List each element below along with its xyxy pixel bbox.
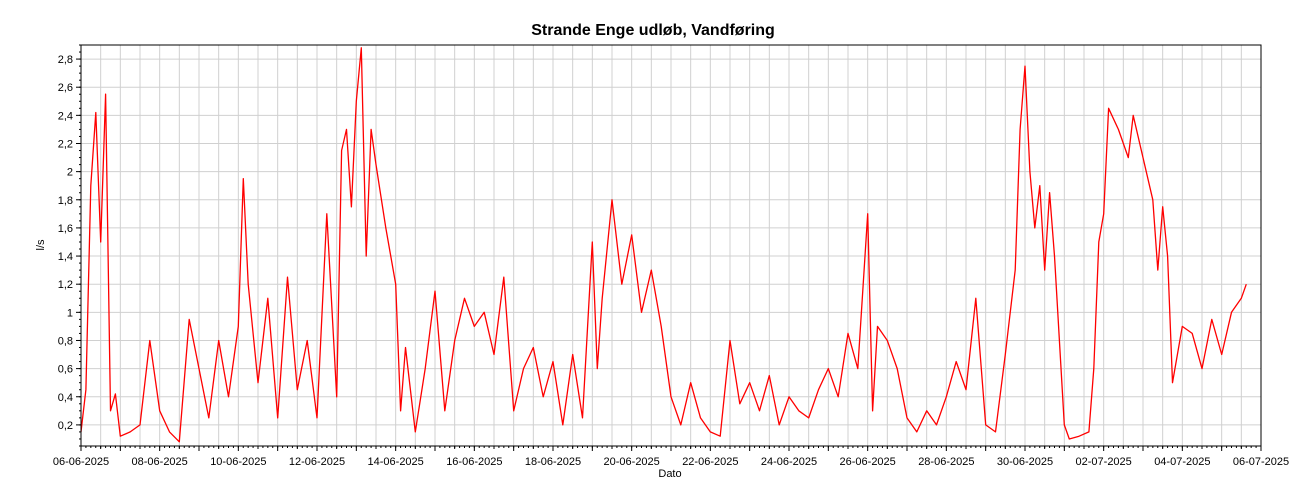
x-tick-label: 02-07-2025 — [1076, 456, 1132, 468]
y-tick-label: 0,2 — [58, 420, 73, 432]
x-tick-label: 10-06-2025 — [210, 456, 266, 468]
y-tick-label: 2,4 — [58, 110, 73, 122]
ticks: 0,2 0,4 0,6 0,8 1 1,2 1,4 1,6 1,8 2 2,2 2,4 2,6 2,8 06… — [53, 44, 1289, 468]
series-line — [80, 47, 1247, 443]
x-tick-label: 08-06-2025 — [132, 456, 188, 468]
x-tick-label: 24-06-2025 — [761, 456, 817, 468]
y-tick-label: 0,4 — [58, 392, 73, 404]
x-tick-label: 30-06-2025 — [997, 456, 1053, 468]
x-tick-label: 18-06-2025 — [525, 456, 581, 468]
y-tick-label: 2 — [67, 167, 73, 179]
x-tick-label: 06-07-2025 — [1233, 456, 1289, 468]
plot-frame — [80, 44, 1262, 447]
y-tick-label: 0,6 — [58, 364, 73, 376]
y-tick-label: 2,6 — [58, 82, 73, 94]
series-layer — [80, 47, 1247, 443]
y-tick-label: 1,2 — [58, 279, 73, 291]
x-tick-label: 14-06-2025 — [368, 456, 424, 468]
y-tick-label: 1,8 — [58, 195, 73, 207]
x-tick-label: 16-06-2025 — [446, 456, 502, 468]
x-tick-label: 06-06-2025 — [53, 456, 109, 468]
y-tick-label: 1 — [67, 307, 73, 319]
y-tick-label: 2,8 — [58, 54, 73, 66]
x-axis-label: Dato — [658, 468, 681, 480]
x-tick-label: 12-06-2025 — [289, 456, 345, 468]
y-tick-label: 2,2 — [58, 138, 73, 150]
y-tick-label: 1,6 — [58, 223, 73, 235]
grid — [80, 45, 1262, 446]
x-tick-label: 22-06-2025 — [682, 456, 738, 468]
y-axis-label: l/s — [35, 239, 47, 251]
y-tick-label: 0,8 — [58, 335, 73, 347]
x-tick-label: 04-07-2025 — [1154, 456, 1210, 468]
x-tick-label: 20-06-2025 — [604, 456, 660, 468]
x-tick-label: 28-06-2025 — [918, 456, 974, 468]
x-tick-label: 26-06-2025 — [840, 456, 896, 468]
chart-title: Strande Enge udløb, Vandføring — [531, 22, 775, 39]
y-tick-label: 1,4 — [58, 251, 73, 263]
